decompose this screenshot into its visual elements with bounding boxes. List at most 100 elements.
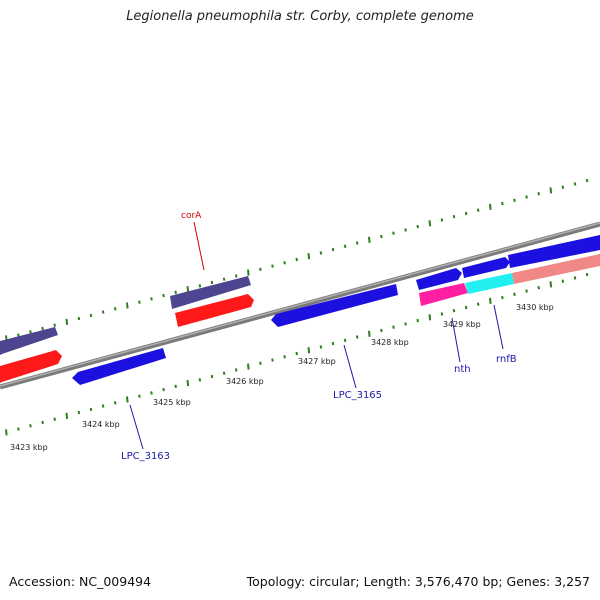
lower-scale-tick: [65, 412, 69, 419]
gene-purple-right-a[interactable]: [416, 268, 462, 290]
lower-scale-tick: [247, 363, 250, 370]
lower-scale-tick: [77, 410, 81, 415]
gene-corA-purple[interactable]: [170, 276, 251, 309]
upper-scale-tick: [126, 302, 129, 309]
gene-purple-right-b[interactable]: [462, 257, 510, 278]
upper-scale-tick: [210, 280, 214, 285]
upper-scale-tick: [489, 203, 492, 210]
lower-scale-tick: [89, 407, 93, 412]
upper-scale-tick: [162, 293, 165, 298]
upper-scale-tick: [368, 236, 371, 243]
lower-scale-tick: [452, 309, 456, 313]
upper-scale-tick: [561, 185, 565, 189]
lower-scale-tick: [501, 295, 504, 300]
lower-scale-tick: [53, 417, 56, 421]
upper-scale-tick: [440, 218, 444, 222]
genome-backbone: [0, 221, 600, 390]
lower-scale-tick: [343, 338, 347, 342]
upper-scale-tick: [476, 208, 480, 212]
scale-label-3423: 3423 kbp: [10, 443, 48, 452]
lower-scale-tick: [186, 380, 190, 387]
lower-scale-tick: [440, 312, 444, 316]
lower-scale-tick: [404, 322, 407, 326]
lower-scale-tick: [525, 289, 528, 293]
scale-label-3430: 3430 kbp: [516, 303, 554, 312]
ticks-upper: [5, 178, 589, 342]
upper-scale-tick: [585, 178, 589, 183]
upper-scale-tick: [513, 198, 516, 202]
gene-label-rnfB: rnfB: [496, 354, 517, 365]
upper-scale-tick: [295, 257, 298, 262]
upper-scale-tick: [101, 310, 105, 314]
lower-scale-tick: [259, 361, 262, 365]
lower-scale-tick: [368, 330, 371, 337]
upper-scale-tick: [186, 286, 190, 293]
gene-label-LPC_3163: LPC_3163: [121, 451, 170, 462]
LPC_3163-leader: [129, 404, 144, 450]
gene-label-LPC_3165: LPC_3165: [333, 390, 382, 401]
genome-stats-text: Topology: circular; Length: 3,576,470 bp…: [246, 574, 590, 589]
scale-label-3424: 3424 kbp: [82, 420, 120, 429]
lower-scale-tick: [331, 341, 335, 346]
upper-scale-tick: [41, 326, 44, 331]
lower-scale-tick: [198, 378, 202, 382]
gene-salmon[interactable]: [512, 254, 600, 284]
upper-scale-tick: [29, 330, 32, 334]
gene-nth-magenta[interactable]: [419, 283, 468, 306]
genome-title: Legionella pneumophila str. Corby, compl…: [126, 9, 474, 24]
gene-corA-red[interactable]: [175, 294, 254, 327]
lower-scale-tick: [113, 401, 117, 405]
reverse-genes: [72, 254, 600, 385]
scale-label-3426: 3426 kbp: [226, 377, 264, 386]
upper-scale-tick: [65, 318, 69, 325]
LPC_3165-leader: [343, 344, 357, 389]
upper-scale-tick: [113, 307, 117, 311]
lower-scale-tick: [29, 424, 32, 428]
upper-scale-tick: [53, 323, 56, 327]
scale-label-3427: 3427 kbp: [298, 357, 336, 366]
gene-LPC_3163[interactable]: [72, 348, 166, 385]
upper-scale-tick: [525, 195, 528, 199]
upper-scale-tick: [573, 182, 577, 186]
red-genes: [0, 294, 254, 383]
forward-genes: [0, 235, 600, 355]
nth-leader: [451, 317, 461, 363]
upper-scale-tick: [464, 211, 468, 216]
lower-scale-tick: [234, 368, 238, 372]
lower-scale-tick: [283, 355, 286, 359]
gene-LPC_3165[interactable]: [271, 284, 398, 327]
scale-label-3428: 3428 kbp: [371, 338, 409, 347]
upper-scale-tick: [247, 269, 250, 276]
lower-scale-tick: [392, 325, 395, 329]
upper-scale-tick: [307, 253, 311, 260]
upper-scale-tick: [404, 228, 407, 232]
gene-rnfB-cyan[interactable]: [465, 273, 514, 294]
upper-scale-tick: [549, 187, 553, 194]
gene-purple-right-c[interactable]: [508, 235, 600, 268]
upper-scale-tick: [222, 277, 226, 281]
upper-scale-tick: [77, 316, 81, 321]
rnfB-leader: [493, 304, 504, 350]
accession-text: Accession: NC_009494: [9, 574, 152, 589]
lower-scale-tick: [126, 396, 129, 403]
lower-scale-tick: [476, 302, 480, 306]
upper-scale-tick: [174, 290, 177, 294]
upper-scale-tick: [138, 300, 141, 304]
lower-scale-tick: [573, 276, 577, 280]
lower-scale-tick: [489, 297, 492, 304]
lower-scale-tick: [295, 351, 298, 356]
upper-scale-tick: [150, 297, 153, 301]
lower-scale-tick: [513, 292, 516, 296]
lower-scale-tick: [561, 279, 565, 283]
ticks-lower: [5, 272, 589, 436]
gene-red-left[interactable]: [0, 350, 62, 383]
upper-scale-tick: [17, 333, 20, 337]
lower-scale-tick: [138, 394, 141, 398]
lower-scale-tick: [162, 387, 165, 392]
upper-scale-tick: [537, 192, 540, 196]
upper-scale-tick: [355, 241, 359, 245]
gene-purple-left[interactable]: [0, 327, 58, 355]
upper-scale-tick: [428, 220, 432, 227]
gene-label-corA: corA: [181, 211, 202, 221]
scale-label-3425: 3425 kbp: [153, 398, 191, 407]
